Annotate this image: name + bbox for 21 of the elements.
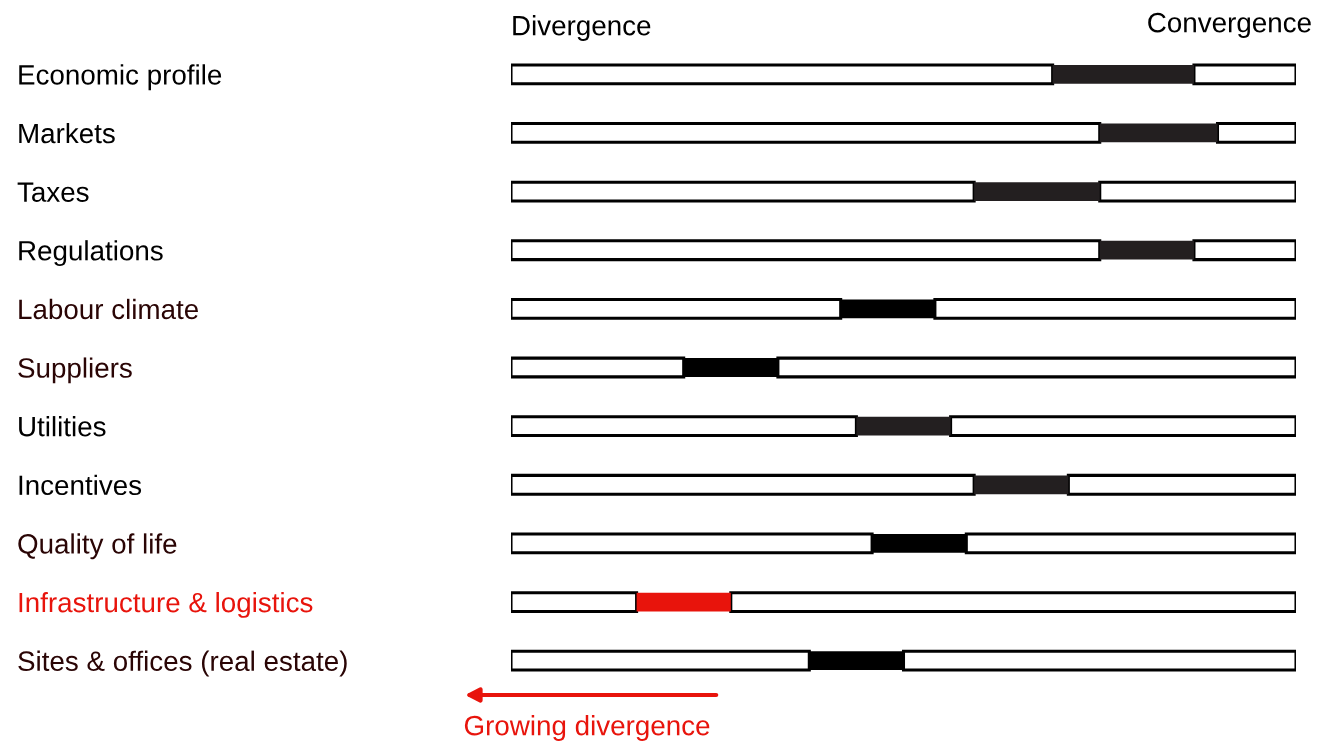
y-tick-label: Economic profile: [19, 64, 222, 91]
y-tick-label: Utilities: [19, 416, 106, 437]
bar: [636, 592, 731, 612]
y-tick-label: Regulations: [19, 240, 163, 267]
bar: [1099, 123, 1218, 143]
text: Divergence: [513, 15, 651, 41]
y-tick-label: Quality of life: [18, 533, 177, 560]
y-tick-label: Taxes: [17, 182, 89, 202]
bar: [1052, 64, 1194, 84]
text: Convergence: [1148, 12, 1311, 38]
y-tick-label: Suppliers: [18, 357, 132, 384]
bar: [974, 182, 1100, 201]
y-tick-label: Incentives: [19, 474, 142, 496]
y-tick-label: Labour climate: [19, 298, 198, 320]
y-tick-label: Markets: [19, 122, 115, 144]
bar: [1099, 240, 1194, 260]
y-tick-label: Sites & offices (real estate): [18, 650, 347, 677]
bar: [974, 475, 1069, 495]
y-tick-label: Infrastructure & logistics: [19, 591, 313, 618]
text: Growing divergence: [464, 715, 710, 741]
bar: [856, 416, 951, 436]
